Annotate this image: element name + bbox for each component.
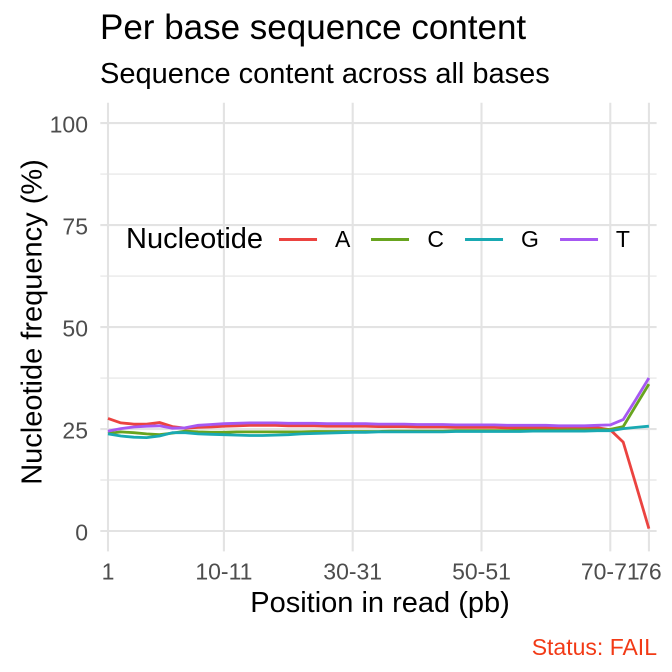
legend-key-line-T [559,237,598,241]
plot-subtitle: Sequence content across all bases [100,58,550,90]
y-tick-label-100: 100 [49,111,88,138]
plot-title: Per base sequence content [100,8,527,47]
status-caption: Status: FAIL [531,634,657,660]
x-tick-label-76: 76 [636,558,662,585]
x-tick-label-1: 1 [101,558,115,585]
series-lines [107,377,651,529]
legend-entry-A: A [279,226,371,253]
y-tick-label-75: 75 [62,213,88,240]
legend-key-line-C [371,237,410,241]
legend: Nucleotide A C G T [126,222,630,255]
legend-label-G: G [521,225,539,252]
legend-label-C: C [427,225,445,252]
gridlines-minor [100,173,657,481]
legend-key-line-A [279,237,318,241]
y-tick-label-50: 50 [62,315,88,342]
x-tick-label-50-51: 50-51 [452,558,511,585]
y-axis-title: Nucleotide frequency (%) [16,159,49,485]
legend-label-T: T [615,225,630,252]
legend-title: Nucleotide [126,222,264,255]
legend-entry-G: G [465,226,560,253]
legend-label-A: A [335,225,351,252]
x-tick-label-10-11: 10-11 [195,558,253,585]
x-tick-label-30-31: 30-31 [323,558,383,585]
x-axis-title: Position in read (pb) [250,587,510,619]
y-tick-label-25: 25 [62,417,88,444]
y-tick-label-0: 0 [75,519,88,545]
legend-key-line-G [465,237,504,241]
legend-entry-T: T [559,225,630,253]
x-tick-label-70-71: 70-71 [580,558,640,585]
gridlines-major [100,102,657,552]
legend-entry-C: C [371,226,465,253]
